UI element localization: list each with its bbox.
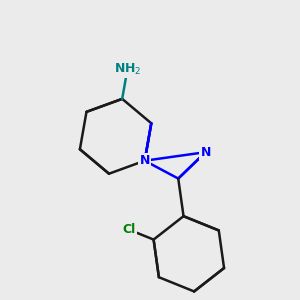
Text: Cl: Cl xyxy=(123,223,136,236)
Text: N: N xyxy=(200,146,211,159)
Text: N: N xyxy=(140,154,150,167)
Text: NH$_2$: NH$_2$ xyxy=(114,62,141,77)
Text: N: N xyxy=(140,154,150,167)
